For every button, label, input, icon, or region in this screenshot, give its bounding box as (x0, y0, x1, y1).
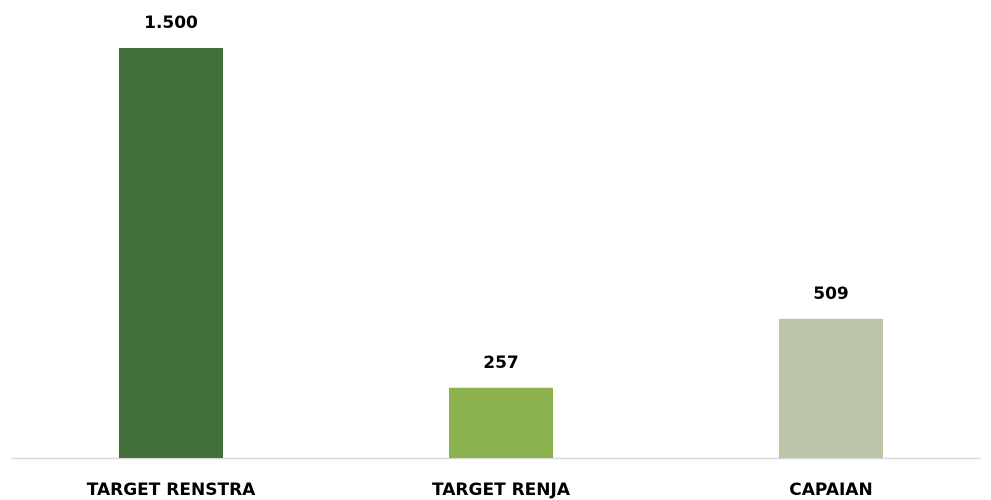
data-label: 1.500 (144, 13, 198, 33)
bar (779, 318, 883, 458)
data-label: 509 (813, 284, 849, 304)
data-label: 257 (483, 353, 519, 373)
x-tick-label: TARGET RENSTRA (87, 480, 256, 500)
bar (119, 48, 223, 458)
x-tick-label: CAPAIAN (789, 480, 872, 500)
bar (449, 387, 553, 458)
x-tick-label: TARGET RENJA (432, 480, 571, 500)
